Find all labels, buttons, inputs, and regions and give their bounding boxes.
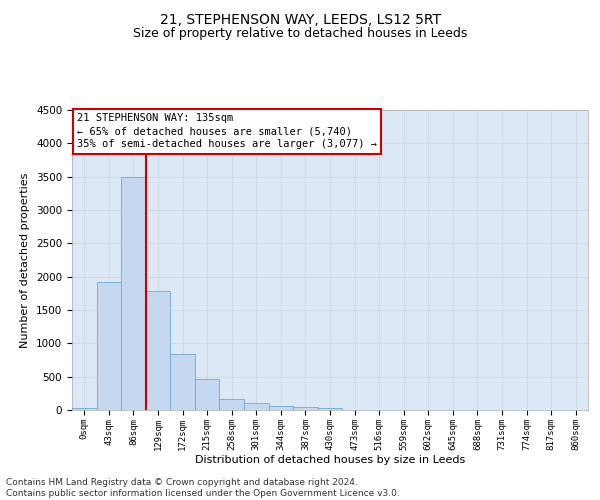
Bar <box>293 408 318 410</box>
Bar <box>318 408 342 410</box>
Bar <box>244 404 269 410</box>
Text: 21, STEPHENSON WAY, LEEDS, LS12 5RT: 21, STEPHENSON WAY, LEEDS, LS12 5RT <box>160 12 440 26</box>
Text: Contains HM Land Registry data © Crown copyright and database right 2024.
Contai: Contains HM Land Registry data © Crown c… <box>6 478 400 498</box>
Y-axis label: Number of detached properties: Number of detached properties <box>20 172 31 348</box>
Bar <box>72 408 97 410</box>
Text: Size of property relative to detached houses in Leeds: Size of property relative to detached ho… <box>133 28 467 40</box>
X-axis label: Distribution of detached houses by size in Leeds: Distribution of detached houses by size … <box>195 456 465 466</box>
Bar <box>170 354 195 410</box>
Bar <box>97 282 121 410</box>
Bar <box>121 176 146 410</box>
Bar <box>220 399 244 410</box>
Text: 21 STEPHENSON WAY: 135sqm
← 65% of detached houses are smaller (5,740)
35% of se: 21 STEPHENSON WAY: 135sqm ← 65% of detac… <box>77 113 377 150</box>
Bar <box>146 292 170 410</box>
Bar <box>195 380 220 410</box>
Bar <box>269 406 293 410</box>
